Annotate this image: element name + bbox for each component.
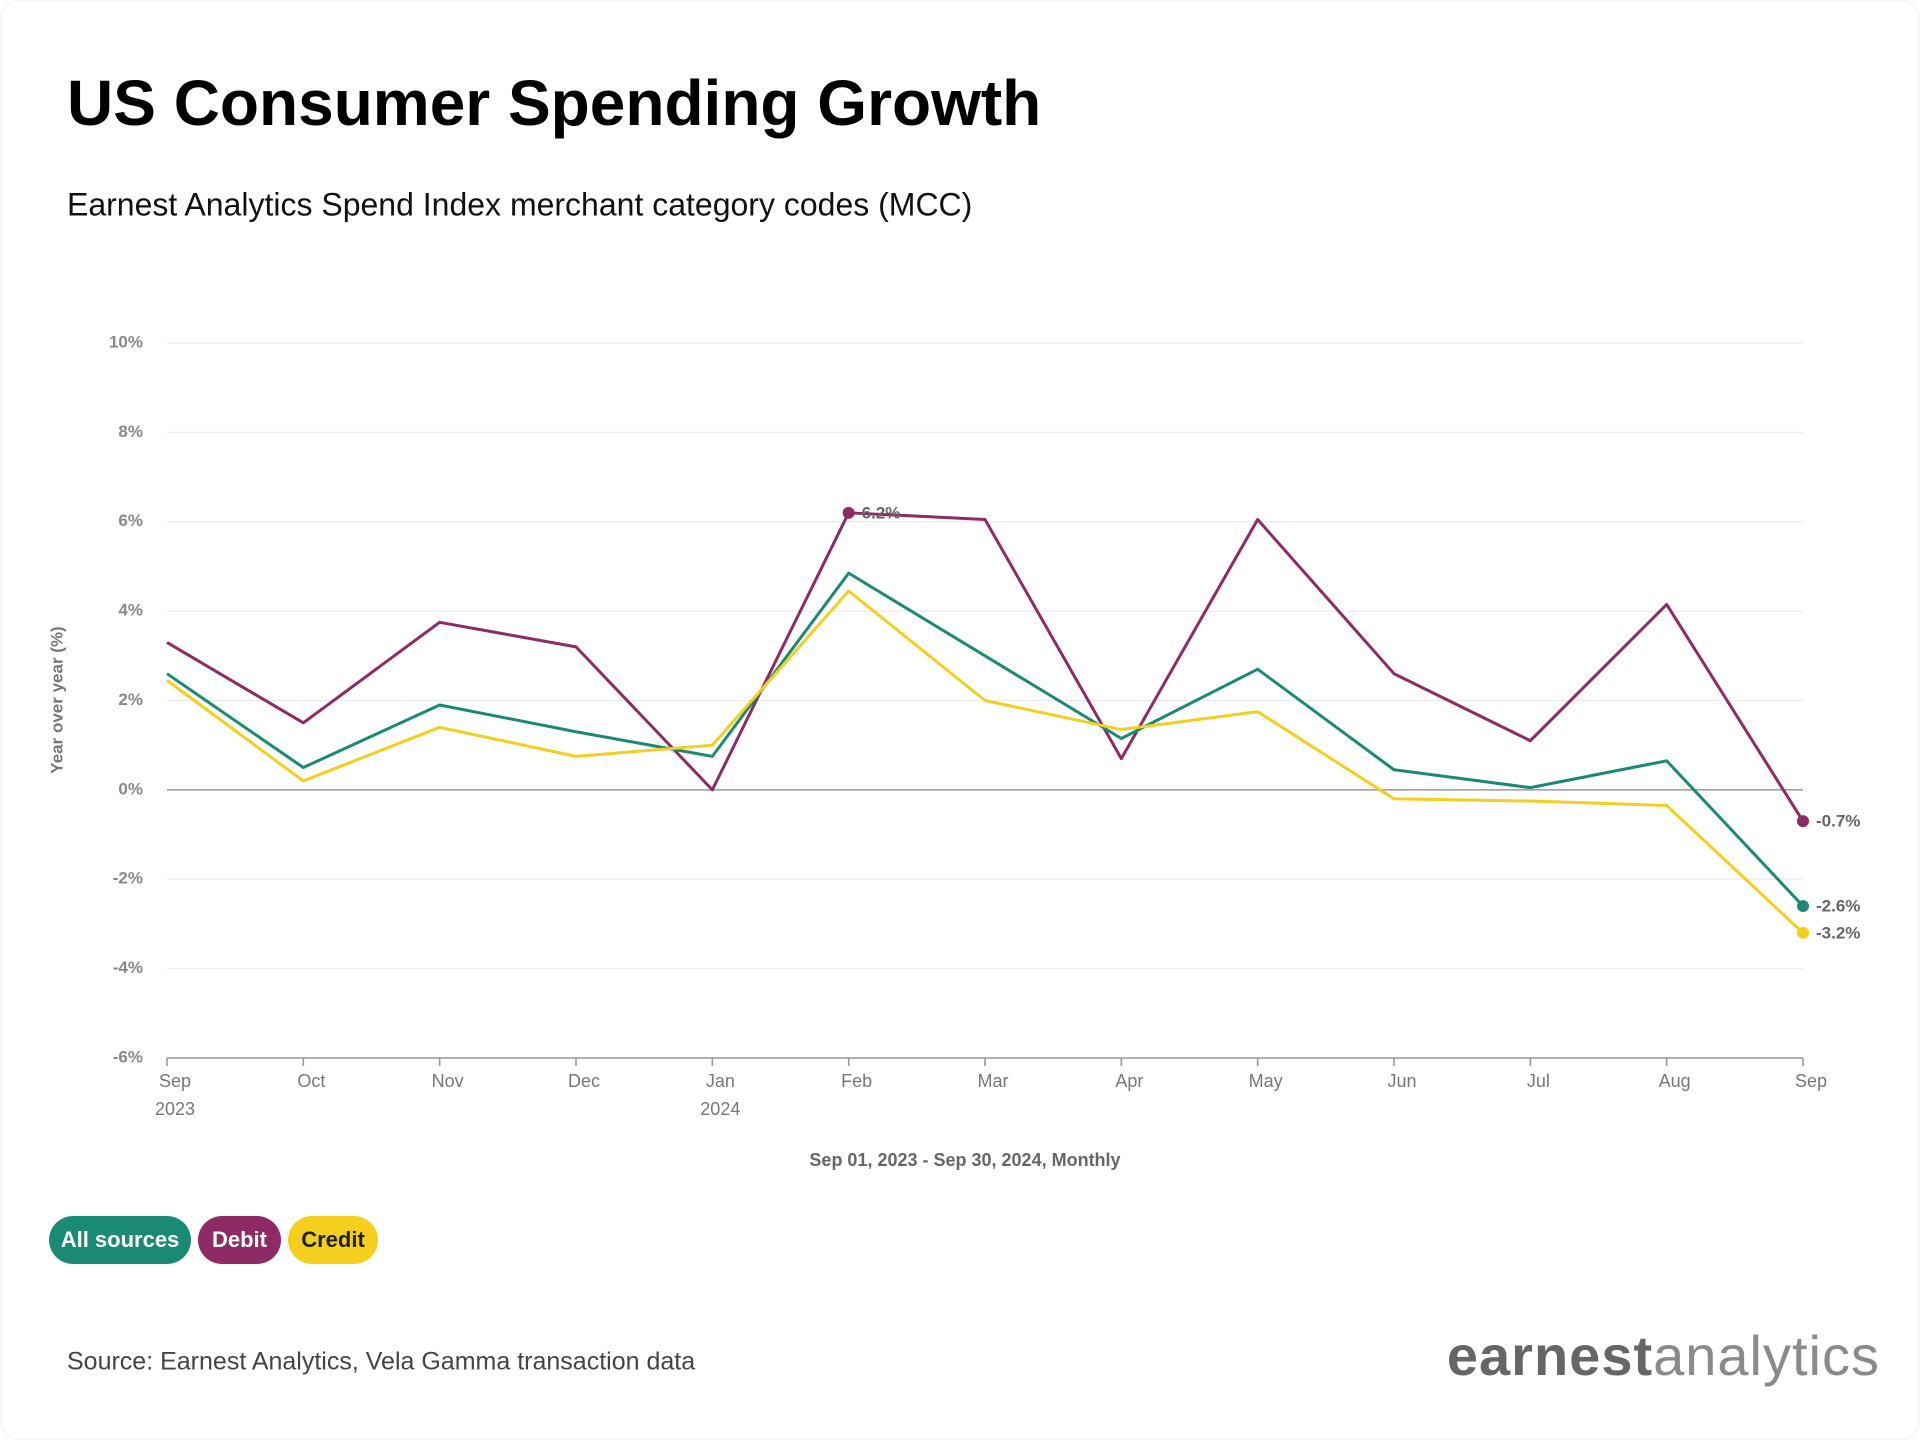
y-tick-label: -6% [113, 1047, 143, 1066]
legend-pill [198, 1216, 281, 1264]
legend-label: All sources [61, 1227, 180, 1252]
legend-pill [288, 1216, 378, 1264]
x-tick-label: Oct [297, 1071, 325, 1091]
series-line [166, 511, 1805, 822]
point-marker [1797, 900, 1809, 913]
source-note: Source: Earnest Analytics, Vela Gamma tr… [67, 1348, 695, 1376]
x-tick-label: Jan [706, 1071, 735, 1091]
y-tick-label: 4% [118, 601, 143, 620]
point-marker [842, 506, 855, 519]
legend-item[interactable]: All sources [49, 1216, 191, 1264]
y-tick-label: 8% [118, 422, 143, 441]
y-tick-label: 10% [109, 332, 143, 351]
x-tick-year: 2024 [700, 1099, 740, 1119]
legend-label: Debit [212, 1227, 268, 1252]
legend-item[interactable]: Debit [198, 1216, 281, 1264]
logo-first: earnest [1447, 1324, 1653, 1387]
chart-subtitle: Earnest Analytics Spend Index merchant c… [67, 186, 972, 222]
x-tick-label: Nov [432, 1071, 464, 1091]
x-tick-label: Mar [978, 1071, 1009, 1091]
x-tick-label: Sep [159, 1071, 191, 1091]
x-tick-label: Feb [841, 1071, 872, 1091]
point-marker [1797, 815, 1809, 828]
x-tick-label: Aug [1659, 1071, 1691, 1091]
x-tick-label: May [1249, 1071, 1283, 1091]
legend-pill [49, 1216, 191, 1264]
series-line [166, 589, 1805, 934]
y-tick-label: 0% [118, 779, 143, 798]
logo-second: analytics [1653, 1324, 1880, 1387]
y-tick-label: -4% [113, 958, 143, 977]
y-axis-title: Year over year (%) [47, 626, 66, 773]
x-tick-label: Jul [1527, 1071, 1550, 1091]
legend-label: Credit [301, 1227, 365, 1252]
series-line [166, 571, 1805, 908]
x-tick-year: 2023 [155, 1099, 195, 1119]
logo: earnestanalytics [1447, 1324, 1880, 1387]
data-label: -2.6% [1816, 897, 1860, 916]
chart-title: US Consumer Spending Growth [67, 67, 1041, 139]
y-tick-label: 2% [118, 690, 143, 709]
x-tick-label: Sep [1795, 1071, 1827, 1091]
x-tick-label: Dec [568, 1071, 600, 1091]
data-label: -0.7% [1816, 812, 1860, 831]
point-marker [1797, 926, 1809, 939]
data-label: 6.2% [862, 503, 901, 522]
x-axis-title: Sep 01, 2023 - Sep 30, 2024, Monthly [809, 1150, 1120, 1170]
y-tick-label: 6% [118, 511, 143, 530]
y-tick-label: -2% [113, 869, 143, 888]
legend-item[interactable]: Credit [288, 1216, 378, 1264]
x-tick-label: Jun [1387, 1071, 1416, 1091]
x-tick-label: Apr [1115, 1071, 1143, 1091]
data-label: -3.2% [1816, 923, 1860, 942]
